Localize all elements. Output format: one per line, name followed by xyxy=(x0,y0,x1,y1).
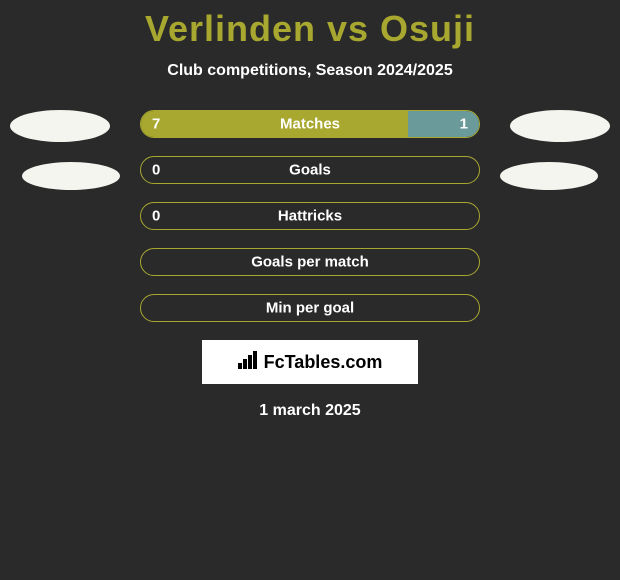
stat-bar-right-fill xyxy=(408,111,479,137)
stat-bar-row: Goals 0 xyxy=(140,156,480,184)
player-avatar-right-2 xyxy=(500,162,598,190)
stat-bar-row: Goals per match xyxy=(140,248,480,276)
chart-area: Matches 7 1 Goals 0 Hattricks 0 Goals per match… xyxy=(0,110,620,322)
chart-bars-icon xyxy=(238,351,260,374)
stat-bar-label: Matches xyxy=(280,116,340,133)
stat-value-left: 0 xyxy=(152,208,160,225)
brand-logo-text: FcTables.com xyxy=(264,352,383,373)
stat-bar-left-fill xyxy=(141,111,408,137)
player-avatar-left-2 xyxy=(22,162,120,190)
stat-value-right: 1 xyxy=(460,116,468,133)
stat-bar-label: Goals per match xyxy=(251,254,369,271)
comparison-title: Verlinden vs Osuji xyxy=(0,0,620,50)
brand-logo: FcTables.com xyxy=(238,351,383,374)
stat-bar-row: Hattricks 0 xyxy=(140,202,480,230)
brand-logo-box: FcTables.com xyxy=(202,340,418,384)
stat-bar-row: Min per goal xyxy=(140,294,480,322)
player-avatar-left-1 xyxy=(10,110,110,142)
comparison-subtitle: Club competitions, Season 2024/2025 xyxy=(0,62,620,80)
player-avatar-right-1 xyxy=(510,110,610,142)
stat-bar-label: Hattricks xyxy=(278,208,342,225)
stat-value-left: 0 xyxy=(152,162,160,179)
stat-bar-row: Matches 7 1 xyxy=(140,110,480,138)
date-label: 1 march 2025 xyxy=(0,402,620,420)
stat-value-left: 7 xyxy=(152,116,160,133)
stat-bar-label: Min per goal xyxy=(266,300,354,317)
stat-bar-label: Goals xyxy=(289,162,331,179)
